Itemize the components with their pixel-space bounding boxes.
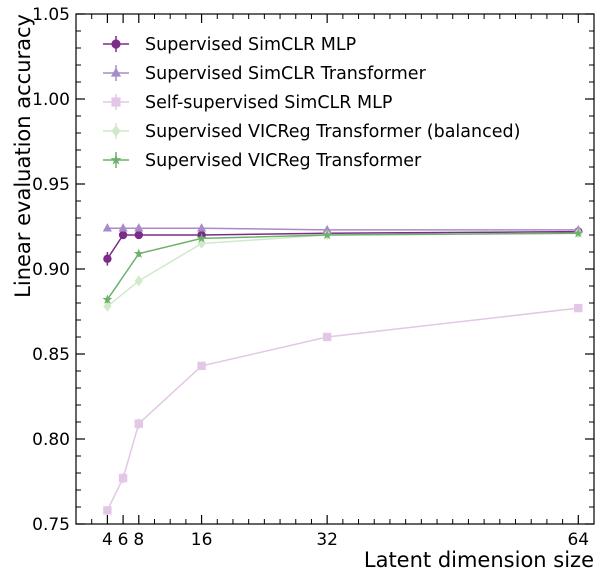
- series-layer: [102, 223, 584, 515]
- data-point: [197, 361, 206, 371]
- data-point: [134, 230, 143, 240]
- data-point: [133, 248, 144, 258]
- legend-label: Supervised SimCLR MLP: [145, 35, 356, 55]
- legend-item: Supervised VICReg Transformer (balanced): [103, 122, 520, 142]
- legend-marker: [111, 39, 121, 49]
- y-tick-label: 0.90: [32, 260, 70, 280]
- y-tick-label: 0.95: [32, 175, 70, 195]
- x-tick-label: 6: [118, 530, 129, 550]
- legend-label: Supervised SimCLR Transformer: [145, 64, 427, 84]
- y-axis-label: Linear evaluation accuracy: [11, 14, 35, 298]
- plot-frame: [75, 13, 595, 525]
- x-tick-label: 32: [316, 530, 338, 550]
- data-point: [134, 223, 144, 232]
- y-tick-label: 0.80: [32, 430, 70, 450]
- data-point: [196, 223, 207, 232]
- legend-marker: [111, 97, 121, 107]
- series-line: [106, 307, 579, 511]
- data-point: [118, 223, 128, 232]
- data-point: [134, 275, 143, 287]
- legend-marker: [110, 154, 122, 165]
- x-tick-label: 8: [133, 530, 144, 550]
- y-tick-label: 1.05: [32, 5, 70, 25]
- data-point: [196, 233, 207, 243]
- series-3: [103, 228, 583, 312]
- y-tick-label: 0.75: [32, 515, 70, 535]
- x-tick-label: 64: [567, 530, 589, 550]
- data-point: [322, 332, 332, 342]
- legend-label: Supervised VICReg Transformer: [145, 151, 422, 171]
- x-tick-label: 4: [102, 530, 113, 550]
- legend-marker: [111, 125, 121, 137]
- y-tick-label: 1.00: [32, 90, 70, 110]
- data-point: [102, 223, 113, 232]
- legend: Supervised SimCLR MLP Supervised SimCLR T…: [103, 35, 520, 171]
- legend-item: Supervised SimCLR Transformer: [103, 64, 427, 84]
- data-point: [102, 294, 113, 304]
- data-point: [103, 301, 112, 312]
- series-line: [107, 227, 579, 231]
- series-line: [106, 230, 579, 260]
- legend-marker: [110, 67, 122, 77]
- series-4: [102, 228, 584, 304]
- data-point: [103, 254, 112, 263]
- x-tick-label: 16: [191, 530, 213, 550]
- axes-layer: 0.75 0.80 0.85 0.90 0.95 1.00 1.05 4 6 8 16 32 64: [32, 5, 595, 550]
- legend-item: Supervised SimCLR MLP: [103, 35, 356, 55]
- data-point: [118, 230, 128, 240]
- y-tick-label: 0.85: [32, 345, 70, 365]
- legend-label: Supervised VICReg Transformer (balanced): [145, 122, 520, 142]
- data-point: [118, 473, 128, 483]
- legend-label: Self-supervised SimCLR MLP: [145, 93, 392, 113]
- data-point: [574, 303, 583, 313]
- legend-item: Supervised VICReg Transformer: [103, 151, 422, 171]
- data-point: [322, 229, 333, 240]
- series-2: [103, 303, 583, 515]
- series-line: [106, 232, 579, 301]
- data-point: [103, 506, 112, 515]
- legend-item: Self-supervised SimCLR MLP: [103, 93, 392, 113]
- data-point: [573, 228, 584, 238]
- data-point: [322, 224, 332, 234]
- data-point: [134, 419, 143, 428]
- x-axis-label: Latent dimension size: [364, 548, 594, 572]
